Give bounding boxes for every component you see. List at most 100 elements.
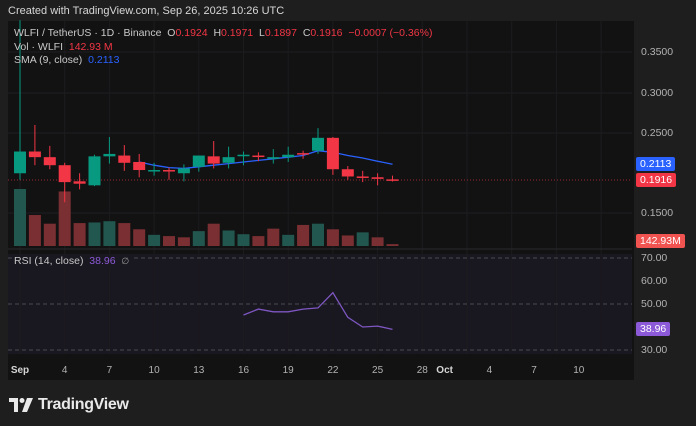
candle-body — [73, 181, 86, 184]
date-axis-label: 7 — [531, 365, 537, 376]
volume-bar — [356, 232, 369, 246]
brand-name: TradingView — [38, 396, 129, 413]
date-axis-label: 25 — [372, 365, 384, 376]
last-price-tag: 0.1916 — [636, 173, 677, 187]
candle-body — [252, 155, 265, 158]
date-axis-label: Oct — [436, 365, 453, 376]
symbol-name[interactable]: WLFI / TetherUS · 1D · Binance — [14, 27, 162, 39]
price-axis-label: 0.3500 — [641, 46, 674, 58]
candle-body — [326, 137, 339, 170]
candle-body — [356, 176, 369, 178]
change-value: −0.0007 (−0.36%) — [348, 27, 433, 39]
rsi-axis-label: 30.00 — [641, 344, 668, 356]
tradingview-logo-icon — [9, 398, 33, 412]
date-axis-label: 19 — [282, 365, 294, 376]
volume-bar — [14, 189, 26, 246]
volume-bar — [73, 223, 86, 246]
volume-bar — [312, 223, 324, 246]
volume-legend: Vol · WLFI 142.93 M — [14, 41, 113, 53]
date-axis-label: 13 — [193, 365, 205, 376]
candle-body — [312, 137, 324, 151]
volume-value: 142.93 M — [68, 41, 113, 53]
rsi-axis-label: 60.00 — [641, 275, 668, 287]
volume-bar — [297, 224, 310, 246]
date-axis-label: 22 — [327, 365, 339, 376]
sma-price-tag: 0.2113 — [636, 157, 676, 171]
sma-line — [139, 150, 393, 170]
volume-label[interactable]: Vol · WLFI — [14, 41, 64, 53]
candle-body — [163, 170, 175, 172]
volume-bar — [148, 234, 161, 246]
close-value: 0.1916 — [310, 27, 343, 39]
volume-bar — [103, 221, 116, 246]
volume-bar — [88, 222, 101, 246]
candle-body — [118, 155, 131, 163]
price-axis-label: 0.3000 — [641, 87, 674, 99]
candle-body — [148, 170, 161, 172]
date-axis-label: 16 — [237, 365, 250, 376]
candle-body — [386, 179, 399, 181]
price-axis-label: 0.1500 — [641, 207, 674, 219]
volume-tag: 142.93M — [636, 234, 685, 248]
rsi-legend: RSI (14, close) 38.96 ∅ — [14, 255, 133, 267]
candle-body — [237, 154, 250, 157]
candle-body — [43, 157, 56, 166]
rsi-axis-label: 50.00 — [641, 298, 668, 310]
created-with-caption: Created with TradingView.com, Sep 26, 20… — [8, 5, 285, 17]
candle-body — [103, 153, 116, 157]
symbol-legend: WLFI / TetherUS · 1D · Binance O0.1924 H… — [14, 27, 433, 39]
date-axis-label: 7 — [106, 365, 113, 376]
date-axis-label: 10 — [148, 365, 160, 376]
sma-label[interactable]: SMA (9, close) — [14, 54, 83, 66]
candle-body — [177, 168, 190, 174]
candle-body — [207, 156, 220, 164]
hidden-values-icon[interactable]: ∅ — [121, 256, 130, 266]
candle-body — [14, 151, 26, 174]
candle-body — [267, 157, 280, 159]
rsi-tag: 38.96 — [636, 322, 671, 336]
rsi-value: 38.96 — [89, 255, 116, 267]
high-value: 0.1971 — [221, 27, 254, 39]
rsi-axis-label: 70.00 — [641, 252, 668, 264]
volume-bar — [371, 237, 384, 246]
volume-bar — [267, 228, 280, 246]
date-axis-label: 4 — [486, 365, 493, 376]
candle-body — [222, 157, 235, 163]
candle-body — [371, 177, 384, 179]
volume-bar — [222, 230, 235, 246]
candle-body — [133, 161, 146, 171]
rsi-line — [243, 291, 393, 331]
price-axis-label: 0.2500 — [641, 127, 674, 139]
sma-legend: SMA (9, close) 0.2113 — [14, 54, 119, 66]
candle-body — [297, 153, 310, 155]
volume-bar — [43, 223, 56, 246]
rsi-label[interactable]: RSI (14, close) — [14, 255, 84, 267]
volume-bar — [282, 234, 295, 246]
date-axis-label: 10 — [573, 365, 585, 376]
candle-body — [341, 169, 354, 177]
date-axis-label: 28 — [416, 365, 428, 376]
date-axis-label: Sep — [10, 365, 30, 376]
candle-body — [88, 156, 101, 186]
low-value: 0.1897 — [264, 27, 297, 39]
open-value: 0.1924 — [175, 27, 208, 39]
date-axis-label: 4 — [61, 365, 68, 376]
sma-value: 0.2113 — [88, 54, 120, 66]
volume-bar — [252, 236, 265, 246]
volume-bar — [177, 237, 190, 246]
volume-bar — [237, 234, 250, 246]
volume-bar — [341, 235, 354, 246]
tradingview-logo: TradingView — [9, 396, 129, 414]
volume-bar — [386, 244, 399, 246]
volume-bar — [133, 229, 146, 246]
candle-body — [58, 165, 71, 183]
volume-bar — [207, 223, 220, 246]
candle-body — [28, 151, 41, 158]
volume-bar — [326, 229, 339, 246]
volume-bar — [118, 223, 131, 246]
candle-body — [192, 155, 205, 167]
volume-bar — [192, 231, 205, 246]
candle-body — [282, 154, 295, 158]
volume-bar — [163, 236, 175, 246]
